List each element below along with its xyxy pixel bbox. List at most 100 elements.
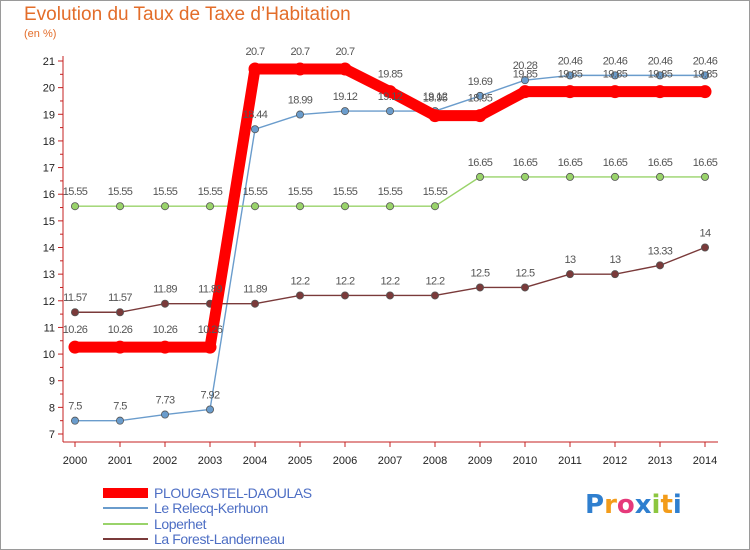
- data-label: 16.65: [693, 157, 718, 169]
- data-label: 19.85: [558, 69, 583, 81]
- logo-letter: o: [616, 490, 635, 520]
- data-point: [293, 62, 307, 76]
- data-label: 15.55: [63, 186, 88, 198]
- data-label: 11.89: [243, 284, 267, 296]
- data-label: 13: [564, 254, 576, 266]
- y-tick-label: 15: [43, 216, 55, 228]
- data-label: 16.65: [468, 157, 493, 169]
- data-point: [701, 243, 710, 252]
- data-labels-layer: 10.26 10.26 10.26 10.26 20.7 20.7 20.7 19.85 18.…: [63, 46, 719, 413]
- data-point: [475, 91, 484, 100]
- data-label: 20.46: [558, 55, 583, 67]
- data-label: 10.26: [108, 324, 133, 336]
- data-point: [428, 109, 442, 123]
- y-tick-label: 19: [43, 109, 55, 121]
- data-label: 15.55: [333, 186, 358, 198]
- logo-letter: r: [604, 490, 617, 520]
- data-label: 12.2: [425, 275, 444, 287]
- data-label: 20.46: [603, 55, 628, 67]
- data-point: [295, 110, 304, 119]
- data-point: [160, 299, 169, 308]
- data-label: 20.46: [693, 55, 718, 67]
- x-tick-label: 2003: [198, 455, 222, 467]
- data-label: 19.12: [378, 91, 403, 103]
- data-label: 11.57: [108, 292, 132, 304]
- x-tick-label: 2014: [693, 455, 717, 467]
- data-label: 7.5: [68, 401, 82, 413]
- data-label: 11.89: [198, 284, 222, 296]
- data-point: [385, 202, 394, 211]
- data-point: [205, 405, 214, 414]
- proxiti-logo: Proxiti: [585, 490, 682, 520]
- logo-letter: t: [660, 490, 673, 520]
- data-point: [383, 85, 397, 99]
- data-point: [71, 416, 80, 425]
- y-tick-label: 8: [49, 402, 55, 414]
- data-label: 15.55: [108, 186, 133, 198]
- data-point: [611, 71, 620, 80]
- data-point: [295, 202, 304, 211]
- data-label: 15.55: [423, 186, 448, 198]
- data-label: 18.95: [468, 93, 493, 105]
- data-point: [385, 107, 394, 116]
- data-point: [656, 71, 665, 80]
- data-point: [521, 283, 530, 292]
- data-label: 19.85: [513, 69, 538, 81]
- y-tick-label: 18: [43, 136, 55, 148]
- data-point: [566, 71, 575, 80]
- data-label: 12.2: [335, 275, 354, 287]
- data-label: 19.85: [603, 69, 628, 81]
- legend-label-0: PLOUGASTEL-DAOULAS: [154, 485, 312, 501]
- data-point: [160, 410, 169, 419]
- data-point: [68, 340, 82, 354]
- x-tick-label: 2012: [603, 455, 627, 467]
- data-label: 13: [609, 254, 621, 266]
- data-label: 10.26: [198, 324, 223, 336]
- x-tick-label: 2004: [243, 455, 267, 467]
- data-label: 12.2: [290, 275, 309, 287]
- data-point: [611, 270, 620, 279]
- y-tick-label: 13: [43, 269, 55, 281]
- y-tick-label: 17: [43, 163, 55, 175]
- data-point: [701, 71, 710, 80]
- data-label: 14: [699, 228, 711, 240]
- data-point: [113, 340, 127, 354]
- data-label: 20.7: [245, 46, 264, 58]
- data-point: [250, 125, 259, 134]
- axes: 7 8 9 10 11 12 13 14 15 16 17 18 19 20 21 2000 2001 2002 2…: [43, 56, 718, 467]
- data-label: 20.7: [290, 46, 309, 58]
- x-tick-label: 2009: [468, 455, 492, 467]
- data-label: 18.95: [423, 93, 448, 105]
- y-tick-label: 12: [43, 296, 55, 308]
- data-label: 11.89: [153, 284, 177, 296]
- series-line-1: [74, 74, 706, 422]
- y-tick-label: 21: [43, 56, 55, 68]
- x-tick-label: 2013: [648, 455, 672, 467]
- data-point: [430, 202, 439, 211]
- data-label: 10.26: [63, 324, 88, 336]
- data-point: [116, 202, 125, 211]
- data-label: 11.57: [63, 292, 87, 304]
- data-point: [250, 202, 259, 211]
- chart-title: Evolution du Taux de Taxe d’Habitation: [24, 4, 351, 25]
- data-point: [475, 283, 484, 292]
- logo-letter: P: [585, 490, 605, 520]
- data-label: 19.85: [378, 69, 403, 81]
- data-point: [338, 62, 352, 76]
- data-label: 7.5: [113, 401, 127, 413]
- x-tick-label: 2007: [378, 455, 402, 467]
- x-tick-label: 2005: [288, 455, 312, 467]
- data-label: 19.69: [468, 76, 493, 88]
- data-point: [71, 202, 80, 211]
- data-point: [608, 85, 622, 99]
- unit-label: (en %): [24, 28, 57, 40]
- data-point: [521, 76, 530, 85]
- y-tick-label: 10: [43, 349, 55, 361]
- data-label: 16.65: [558, 157, 583, 169]
- logo-letter: i: [651, 490, 661, 520]
- y-tick-label: 9: [49, 376, 55, 388]
- data-label: 16.65: [648, 157, 673, 169]
- data-label: 20.28: [513, 60, 538, 72]
- x-tick-label: 2011: [558, 455, 582, 467]
